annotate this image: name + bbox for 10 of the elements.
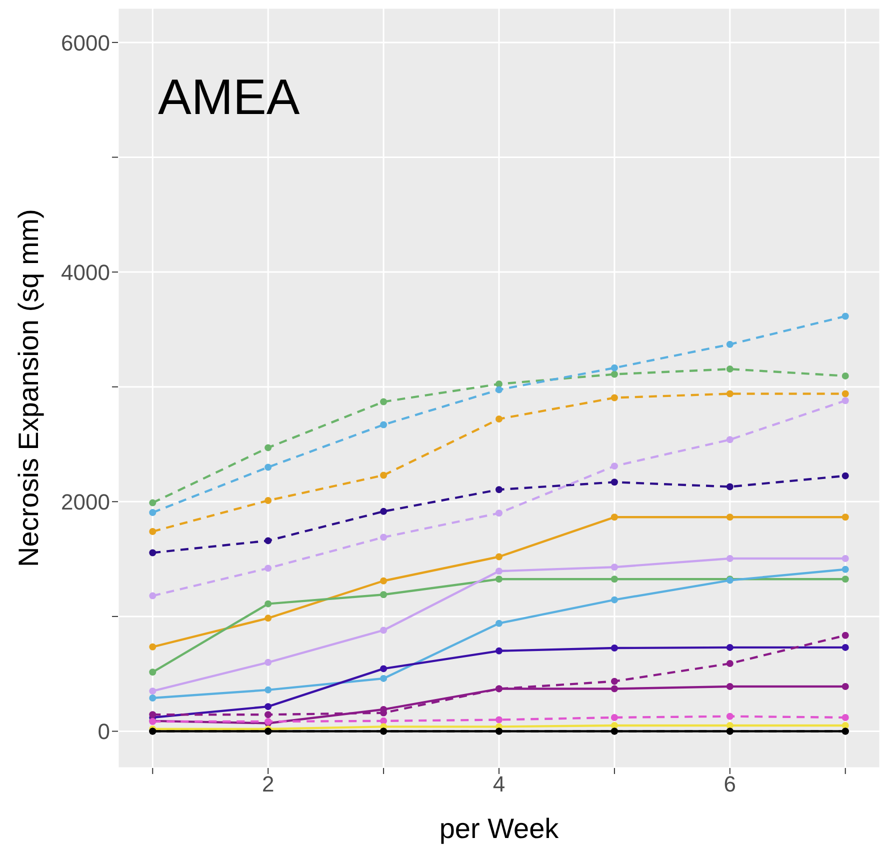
x-tick-label: 6 bbox=[724, 772, 736, 797]
y-tick-label: 4000 bbox=[61, 260, 110, 285]
y-tick-label: 2000 bbox=[61, 489, 110, 514]
x-axis-title: per Week bbox=[439, 813, 560, 844]
y-tick-label: 6000 bbox=[61, 30, 110, 56]
annotation: AMEA bbox=[158, 68, 300, 126]
y-tick-label: 0 bbox=[98, 719, 110, 744]
x-tick-label: 4 bbox=[492, 772, 506, 797]
y-axis-title: Necrosis Expansion (sq mm) bbox=[12, 209, 44, 567]
x-tick-label: 2 bbox=[262, 772, 274, 797]
